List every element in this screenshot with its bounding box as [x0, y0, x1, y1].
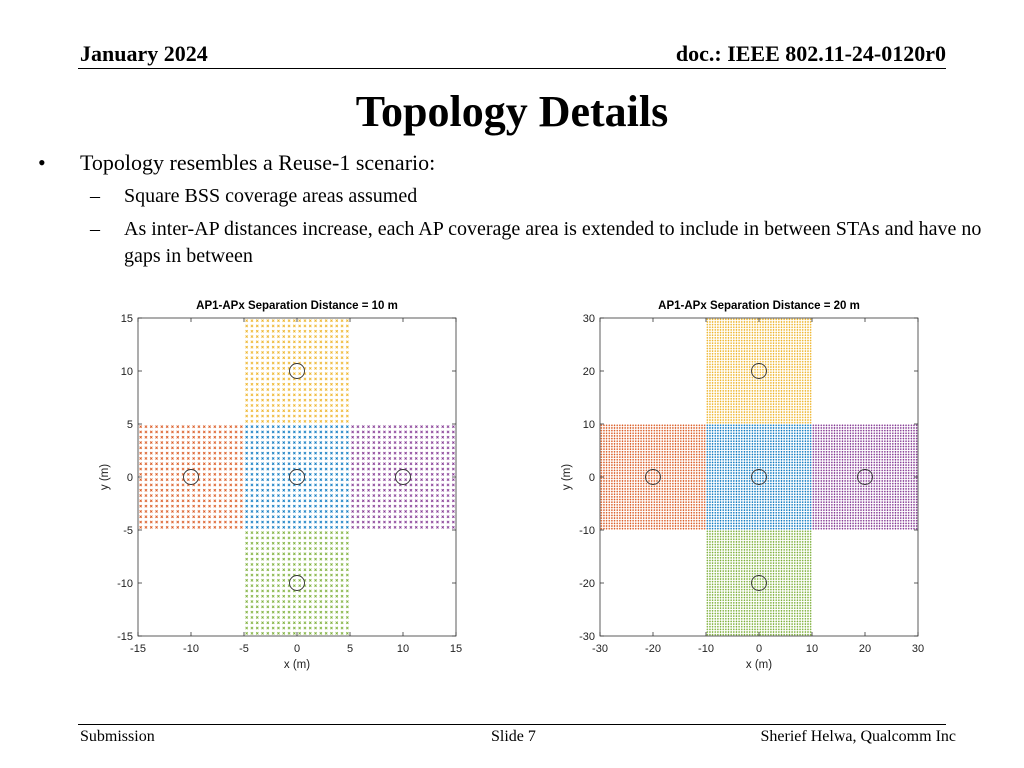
chart1-sta-region-ap2: [138, 424, 244, 530]
chart2-ytick-label: 10: [583, 419, 595, 431]
chart2-ap-marker-5: [751, 575, 767, 591]
chart-separation-10m: AP1-APx Separation Distance = 10 m -15 -10…: [99, 300, 462, 671]
chart2-ytick-label: 20: [583, 366, 595, 378]
chart2-xtick-label: -20: [645, 643, 661, 655]
chart1-sta-region-ap3: [244, 318, 350, 424]
chart1-xtick-label: -5: [239, 643, 249, 655]
chart2-ap-marker-2: [645, 469, 661, 485]
bullet-main-text: Topology resembles a Reuse-1 scenario:: [80, 150, 436, 175]
sub-bullet-1-text: Square BSS coverage areas assumed: [124, 185, 418, 207]
chart1-xtick-label: 5: [347, 643, 353, 655]
chart1-ytick-label: 15: [121, 313, 133, 325]
sub-bullet-dash: –: [90, 185, 100, 207]
chart1-ap-marker-5: [289, 575, 305, 591]
chart2-xtick-label: 30: [912, 643, 924, 655]
chart1-sta-region-ap1: [244, 424, 350, 530]
header-date: January 2024: [80, 41, 208, 66]
chart1-xtick-label: 15: [450, 643, 462, 655]
chart1-ap-marker-3: [289, 363, 305, 379]
bullet-dot: •: [38, 150, 46, 175]
footer-slide-number: Slide 7: [491, 728, 536, 745]
header-rule: [78, 68, 946, 69]
chart2-ylabel: y (m): [561, 464, 573, 490]
chart2-sta-region-ap2: [600, 424, 706, 530]
chart2-ytick-label: -10: [579, 525, 595, 537]
chart2-ap-marker-3: [751, 363, 767, 379]
chart1-xlabel: x (m): [284, 659, 310, 671]
footer-rule: [78, 724, 946, 725]
footer-submission: Submission: [80, 728, 155, 745]
chart2-sta-region-ap3: [706, 318, 812, 424]
chart1-ytick-label: 5: [127, 419, 133, 431]
chart2-ytick-label: -20: [579, 578, 595, 590]
chart2-ytick-label: -30: [579, 631, 595, 643]
chart1-xtick-label: 0: [294, 643, 300, 655]
chart2-xlabel: x (m): [746, 659, 772, 671]
chart1-ap-marker-4: [395, 469, 411, 485]
chart1-sta-region-ap4: [350, 424, 456, 530]
sub-bullet-dash: –: [90, 218, 100, 240]
chart1-ap-marker-1: [289, 469, 305, 485]
chart1-xtick-label: 10: [397, 643, 409, 655]
chart1-ylabel: y (m): [99, 464, 111, 490]
chart2-sta-region-ap1: [706, 424, 812, 530]
chart1-sta-region-ap5: [244, 530, 350, 636]
chart2-xtick-label: 10: [806, 643, 818, 655]
chart2-sta-region-ap4: [812, 424, 918, 530]
chart1-title: AP1-APx Separation Distance = 10 m: [196, 300, 398, 312]
chart2-ytick-label: 30: [583, 313, 595, 325]
chart2-ap-marker-4: [857, 469, 873, 485]
chart1-xtick-label: -15: [130, 643, 146, 655]
chart2-xtick-label: 20: [859, 643, 871, 655]
chart-separation-20m: AP1-APx Separation Distance = 20 m -30 -20…: [561, 300, 924, 671]
slide-title: Topology Details: [355, 87, 669, 136]
sub-bullet-2-text: As inter-AP distances increase, each AP …: [124, 218, 982, 267]
chart2-xtick-label: 0: [756, 643, 762, 655]
chart2-sta-region-ap5: [706, 530, 812, 636]
chart2-ytick-label: 0: [589, 472, 595, 484]
chart1-xtick-label: -10: [183, 643, 199, 655]
chart1-ytick-label: -15: [117, 631, 133, 643]
chart1-ytick-label: -5: [123, 525, 133, 537]
chart1-ytick-label: 10: [121, 366, 133, 378]
chart2-xtick-label: -10: [698, 643, 714, 655]
chart2-title: AP1-APx Separation Distance = 20 m: [658, 300, 860, 312]
chart1-ap-marker-2: [183, 469, 199, 485]
chart1-ytick-label: 0: [127, 472, 133, 484]
header-doc-id: doc.: IEEE 802.11-24-0120r0: [675, 41, 946, 66]
chart2-ap-marker-1: [751, 469, 767, 485]
chart2-xtick-label: -30: [592, 643, 608, 655]
chart1-ytick-label: -10: [117, 578, 133, 590]
footer-author: Sherief Helwa, Qualcomm Inc: [760, 728, 956, 745]
